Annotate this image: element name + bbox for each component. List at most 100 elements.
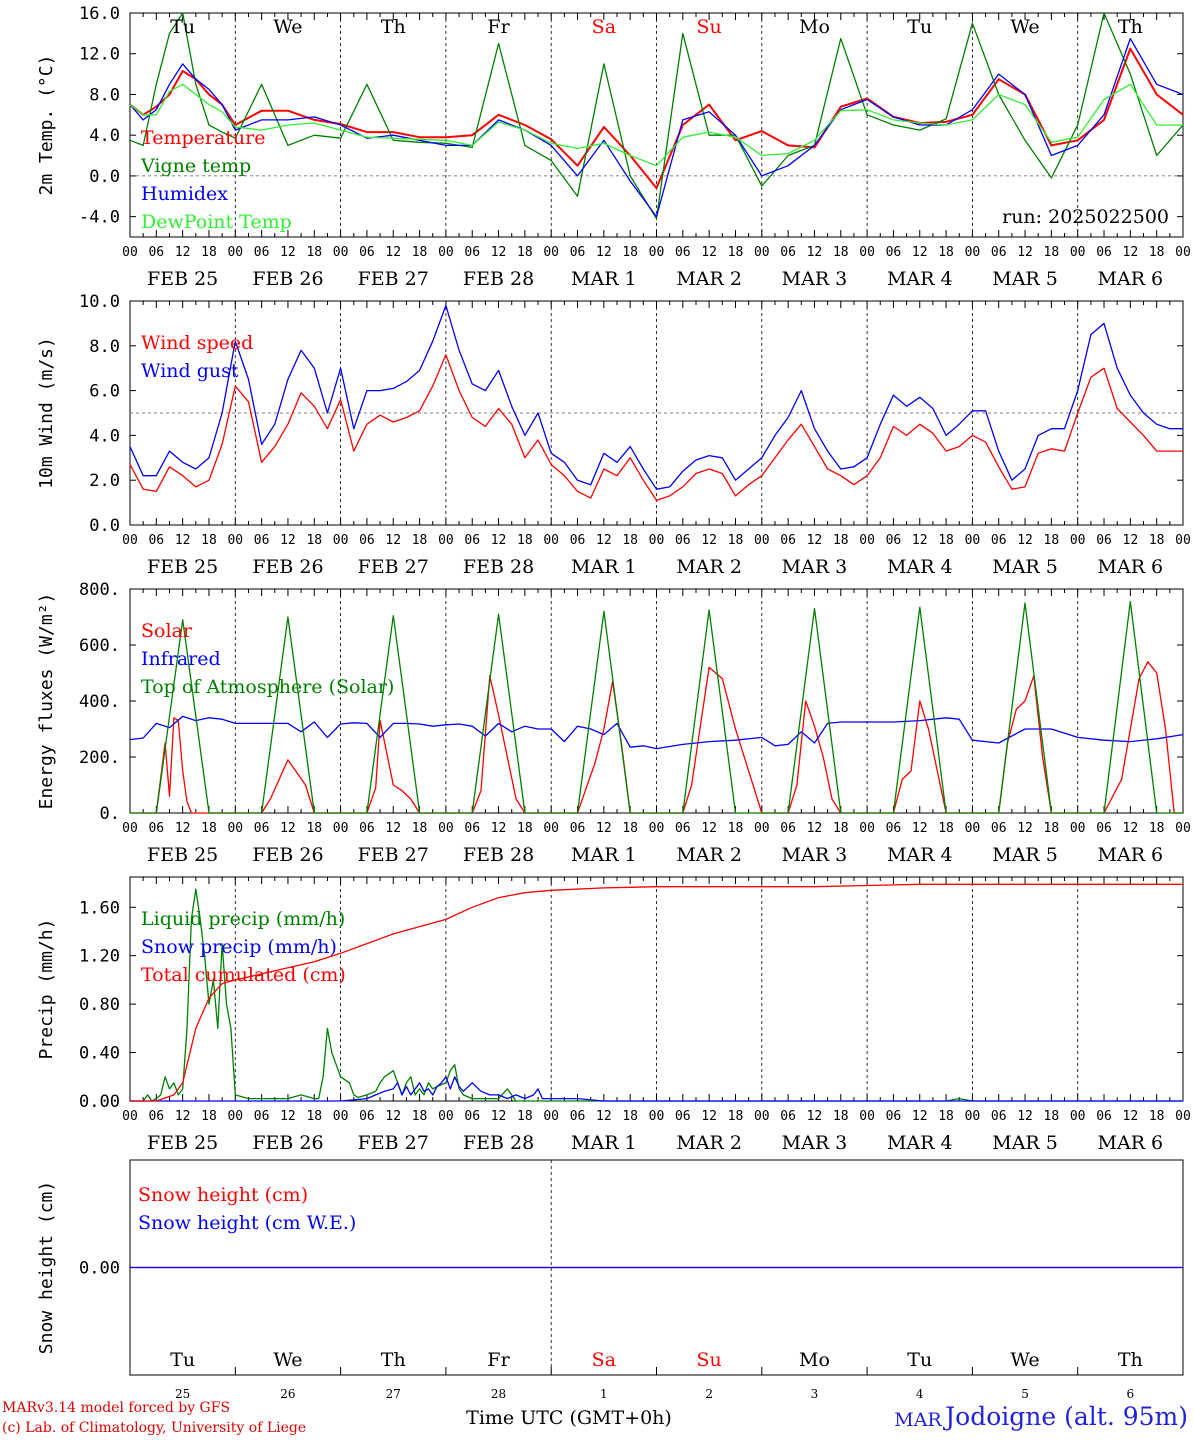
panel-1: -4.0 0.0 4.0 8.0 12.0 16.0 2m Temp. (°C) 00 06 12… (36, 4, 1191, 290)
hour-tick-label: 06 (148, 533, 164, 548)
date-label: MAR 6 (1098, 844, 1164, 866)
hour-tick-label: 06 (675, 533, 691, 548)
y-tick-label: 8.0 (89, 337, 120, 357)
day-name-label: Fr (487, 16, 510, 38)
date-label: MAR 1 (571, 844, 637, 866)
hour-tick-label: 00 (754, 821, 770, 836)
hour-tick-label: 12 (385, 1109, 401, 1124)
y-axis-label: Precip (mm/h) (36, 919, 57, 1060)
bottom-month-label: MAR (894, 1409, 942, 1431)
series-line-total-cumulated-cm- (130, 883, 1183, 1102)
date-label: FEB 28 (463, 1132, 534, 1154)
y-tick-label: 1.20 (79, 947, 120, 967)
lab-credit: (c) Lab. of Climatology, University of L… (2, 1420, 307, 1436)
hour-tick-label: 18 (306, 533, 322, 548)
hour-tick-label: 18 (938, 821, 954, 836)
day-name-label: We (273, 16, 302, 38)
hour-tick-label: 12 (1017, 1109, 1033, 1124)
day-name-label: Tu (907, 16, 932, 38)
day-name-label: Sa (592, 16, 616, 38)
bottom-day-number: 27 (386, 1387, 401, 1401)
date-label: MAR 5 (992, 844, 1058, 866)
y-tick-label: 600. (79, 636, 120, 656)
hour-tick-label: 00 (227, 1109, 243, 1124)
hour-tick-label: 12 (596, 1109, 612, 1124)
hour-tick-label: 12 (385, 533, 401, 548)
hour-tick-label: 18 (412, 245, 428, 260)
hour-tick-label: 00 (543, 1109, 559, 1124)
hour-tick-label: 18 (1149, 245, 1165, 260)
hour-tick-label: 06 (991, 533, 1007, 548)
hour-tick-label: 00 (333, 533, 349, 548)
bottom-day-name: We (1010, 1349, 1039, 1371)
hour-tick-label: 06 (148, 1109, 164, 1124)
hour-tick-label: 12 (807, 533, 823, 548)
hour-tick-label: 00 (543, 245, 559, 260)
date-label: MAR 2 (676, 268, 742, 290)
hour-tick-label: 00 (649, 821, 665, 836)
hour-tick-label: 18 (622, 821, 638, 836)
hour-tick-label: 06 (570, 1109, 586, 1124)
date-label: MAR 4 (887, 268, 953, 290)
hour-tick-label: 06 (886, 1109, 902, 1124)
hour-tick-label: 06 (886, 245, 902, 260)
date-label: MAR 3 (782, 268, 848, 290)
hour-tick-label: 00 (965, 245, 981, 260)
hour-tick-label: 12 (175, 1109, 191, 1124)
hour-tick-label: 06 (359, 1109, 375, 1124)
legend-entry: Infrared (141, 648, 221, 670)
bottom-day-name: Fr (487, 1349, 510, 1371)
date-label: FEB 25 (147, 556, 218, 578)
hour-tick-label: 12 (280, 533, 296, 548)
y-axis-label: 2m Temp. (°C) (36, 55, 57, 196)
legend-entry: DewPoint Temp (141, 211, 292, 233)
hour-tick-label: 00 (649, 533, 665, 548)
hour-tick-label: 12 (912, 533, 928, 548)
hour-tick-label: 12 (280, 1109, 296, 1124)
hour-tick-label: 00 (438, 533, 454, 548)
hour-tick-label: 18 (201, 821, 217, 836)
hour-tick-label: 18 (412, 821, 428, 836)
bottom-day-name: Tu (907, 1349, 932, 1371)
hour-tick-label: 12 (596, 245, 612, 260)
hour-tick-label: 00 (965, 821, 981, 836)
hour-tick-label: 06 (464, 1109, 480, 1124)
legend-entry: Snow precip (mm/h) (141, 936, 337, 958)
bottom-day-name: Su (697, 1349, 722, 1371)
hour-tick-label: 06 (464, 821, 480, 836)
y-axis-label: Energy fluxes (W/m²) (36, 593, 57, 810)
y-tick-label: 400. (79, 692, 120, 712)
panel-2: 0.0 2.0 4.0 6.0 8.0 10.0 10m Wind (m/s) 00 06 12 1… (36, 292, 1191, 578)
y-tick-label: 12.0 (79, 45, 120, 65)
hour-tick-label: 18 (622, 1109, 638, 1124)
hour-tick-label: 00 (122, 533, 138, 548)
hour-tick-label: 12 (1017, 533, 1033, 548)
hour-tick-label: 00 (543, 533, 559, 548)
hour-tick-label: 18 (306, 245, 322, 260)
bottom-day-number: 25 (175, 1387, 190, 1401)
legend-entry: Top of Atmosphere (Solar) (141, 676, 394, 698)
hour-tick-label: 18 (622, 533, 638, 548)
panel-5: 0.00 Snow height (cm) Snow height (cm) Snow… (36, 1159, 1184, 1376)
hour-tick-label: 12 (280, 245, 296, 260)
date-label: MAR 3 (782, 1132, 848, 1154)
legend-entry: Solar (141, 620, 193, 642)
hour-tick-label: 12 (1017, 821, 1033, 836)
date-label: FEB 27 (358, 268, 429, 290)
hour-tick-label: 18 (833, 533, 849, 548)
panel-4: 0.00 0.40 0.80 1.20 1.60 Precip (mm/h) 00 06 12 1… (36, 876, 1191, 1154)
station-name: Jodoigne (alt. 95m) (945, 1402, 1188, 1431)
hour-tick-label: 06 (1096, 821, 1112, 836)
y-tick-label: 0.40 (79, 1044, 120, 1064)
legend-entry: Snow height (cm W.E.) (138, 1212, 356, 1234)
hour-tick-label: 18 (1044, 245, 1060, 260)
hour-tick-label: 00 (1070, 821, 1086, 836)
hour-tick-label: 12 (385, 821, 401, 836)
hour-tick-label: 18 (412, 533, 428, 548)
hour-tick-label: 06 (359, 245, 375, 260)
y-axis-label: 10m Wind (m/s) (36, 337, 57, 489)
hour-tick-label: 00 (859, 1109, 875, 1124)
hour-tick-label: 00 (122, 245, 138, 260)
date-label: MAR 5 (992, 556, 1058, 578)
hour-tick-label: 00 (649, 245, 665, 260)
